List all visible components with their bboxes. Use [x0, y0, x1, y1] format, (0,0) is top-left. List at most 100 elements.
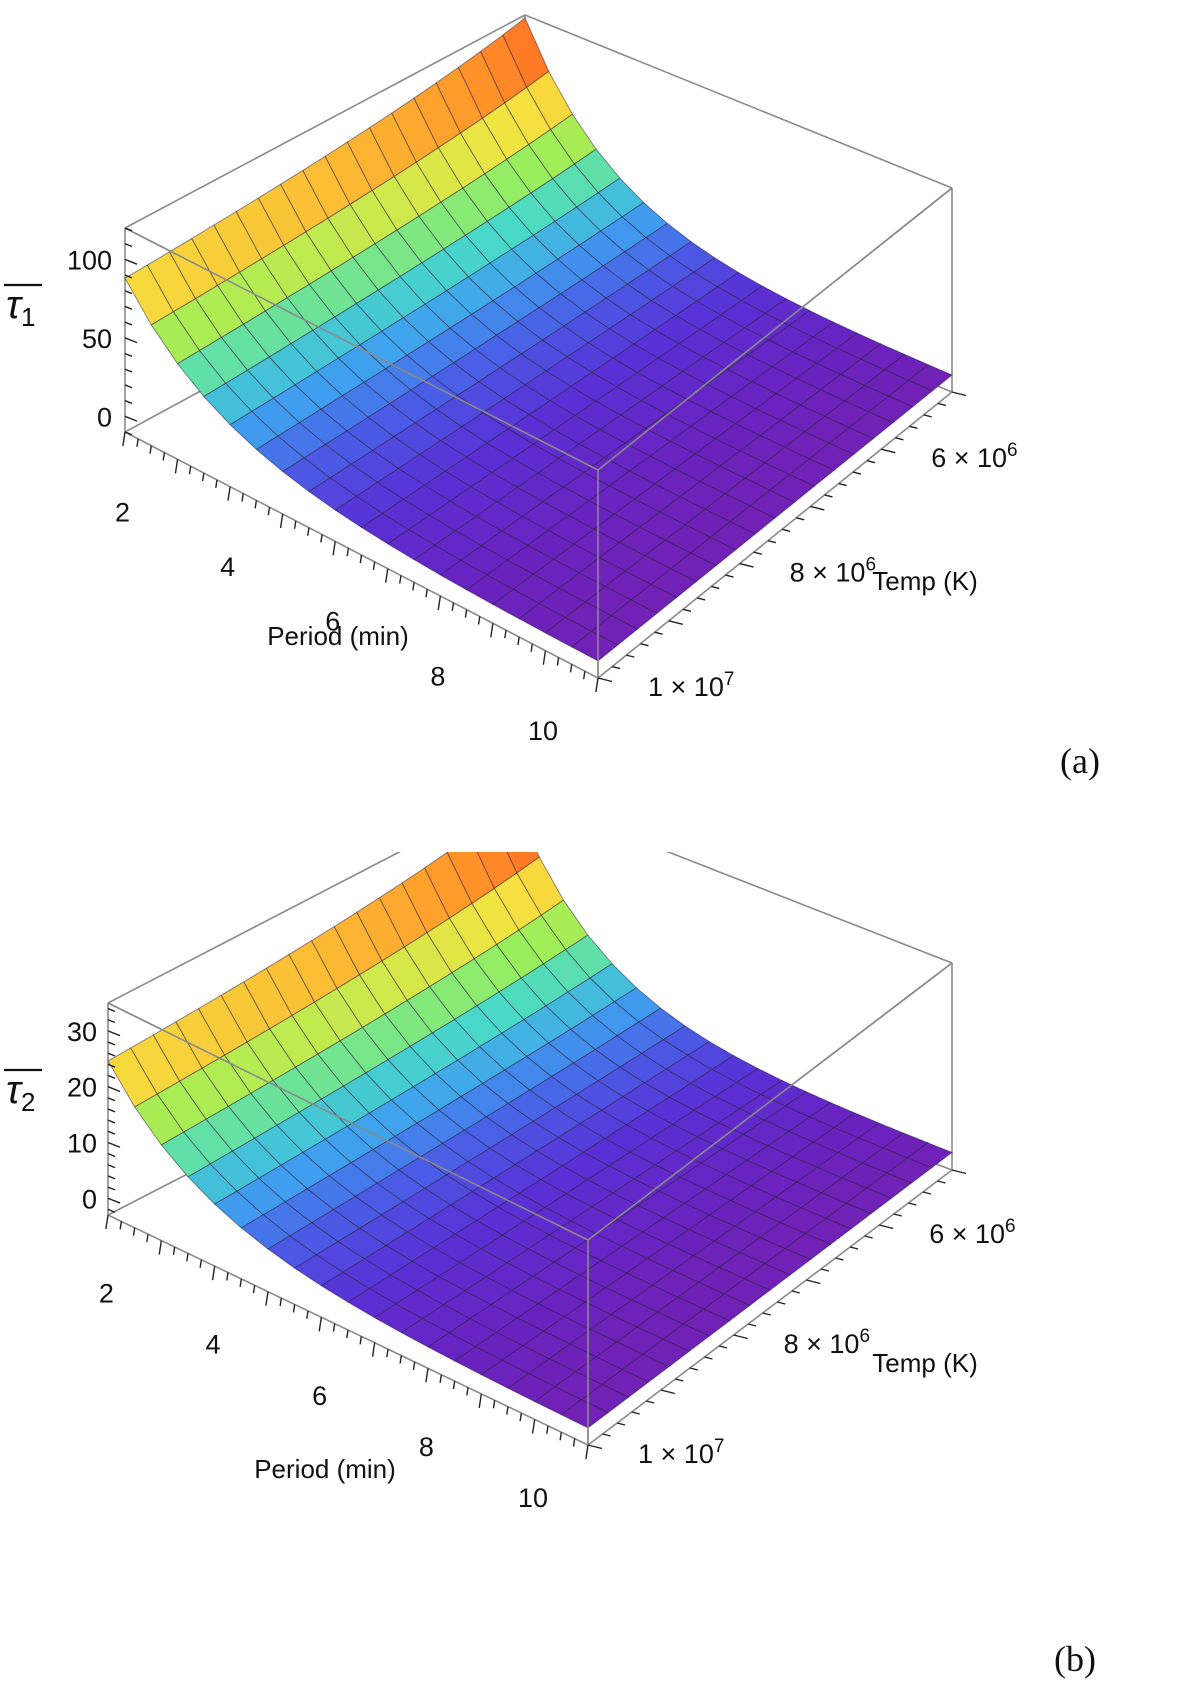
x-tick [517, 636, 520, 646]
x-tick [332, 541, 336, 556]
z-tick-label: 30 [67, 1017, 97, 1047]
x-tick [412, 1361, 416, 1371]
x-tick [585, 1444, 589, 1460]
x-tick [359, 1336, 363, 1345]
y-tick [806, 1279, 821, 1285]
y-tick [704, 1356, 713, 1360]
z-tick-label: 10 [67, 1128, 97, 1158]
box-front-edges [124, 187, 953, 678]
x-tick [530, 643, 533, 652]
chart-panel-a: 2 4 6 8 10 Period (min) 6 × 106 8 × 106 1 × 107 T… [4, 14, 1100, 781]
x-tick [492, 1400, 496, 1409]
x-tick [371, 1342, 376, 1357]
x-tick [595, 677, 599, 693]
z-tick [107, 1041, 116, 1046]
box-edge [107, 852, 402, 1004]
y-axis: 6 × 106 8 × 106 1 × 107 [587, 1169, 1016, 1469]
x-tick [399, 575, 402, 584]
z-tick [107, 1130, 116, 1135]
y-tick [881, 448, 896, 454]
x-tick [346, 1329, 349, 1339]
x-tick [384, 568, 389, 583]
x-tick [464, 609, 468, 618]
z-axis-title: τ2 [4, 1068, 42, 1117]
z-tick [124, 431, 133, 436]
x-axis: 2 4 6 8 10 [115, 431, 599, 746]
x-tick [119, 1221, 123, 1230]
z-tick [107, 1164, 116, 1169]
z-tick [124, 290, 133, 295]
y-tick [951, 391, 967, 397]
y-tick-label: 6 × 106 [929, 1216, 1015, 1249]
x-tick-label: 8 [430, 661, 445, 691]
z-tick [107, 1208, 116, 1213]
surface-plot-a: 2 4 6 8 10 Period (min) 6 × 106 8 × 106 1 × 107 T… [4, 14, 1100, 781]
chart-panel-b: 2 4 6 8 10 Period (min) 6 × 106 8 × 106 1 × 107 T… [0, 852, 1200, 1704]
x-tick [279, 1297, 283, 1307]
y-tick [725, 574, 734, 578]
x-tick [172, 1246, 176, 1256]
z-tick [124, 399, 133, 405]
z-tick [107, 1052, 116, 1057]
x-tick-label: 6 [325, 607, 340, 637]
x-tick [425, 1368, 429, 1383]
y-tick [864, 1235, 873, 1239]
x-tick [359, 554, 363, 564]
x-tick-label: 10 [528, 716, 558, 746]
y-tick [747, 1323, 757, 1327]
z-tick-label: 0 [97, 402, 112, 432]
y-tick [646, 1400, 655, 1404]
x-tick [254, 500, 258, 509]
y-tick [668, 620, 683, 625]
surface-patch [570, 630, 619, 662]
y-tick [631, 1411, 640, 1415]
z-tick [124, 243, 133, 248]
x-tick [105, 1214, 109, 1230]
z-tick-label: 0 [82, 1184, 97, 1214]
z-tick [107, 1197, 121, 1204]
y-tick [616, 1422, 626, 1426]
y-tick [781, 528, 791, 532]
y-tick [626, 654, 635, 658]
x-tick [162, 452, 166, 461]
z-tick-label: 20 [67, 1073, 97, 1103]
z-tick [107, 1030, 121, 1037]
x-tick [412, 582, 415, 591]
y-tick-label: 1 × 107 [648, 669, 734, 702]
surface [124, 17, 953, 662]
y-tick [895, 437, 904, 441]
y-tick [838, 482, 847, 487]
x-tick [292, 1304, 296, 1313]
y-tick [711, 585, 720, 590]
box-edge [666, 852, 953, 964]
y-tick [909, 425, 918, 429]
y-tick [951, 1169, 967, 1175]
z-tick [107, 1063, 116, 1068]
x-tick [158, 1240, 163, 1255]
x-tick [399, 1355, 403, 1364]
y-tick [767, 540, 777, 544]
x-tick [241, 493, 244, 502]
z-axis: 0 10 20 30 [67, 1007, 121, 1214]
x-tick [227, 486, 231, 501]
z-tick [107, 1019, 116, 1024]
y-tick-label: 6 × 106 [931, 440, 1017, 473]
x-tick [542, 650, 547, 665]
svg-text:τ2: τ2 [6, 1068, 35, 1117]
y-axis-title: Temp (K) [872, 1348, 977, 1378]
x-tick [211, 1266, 216, 1281]
y-tick [689, 1367, 699, 1371]
y-tick [739, 562, 754, 568]
y-tick [791, 1290, 801, 1294]
y-tick [893, 1213, 902, 1217]
panel-label: (b) [1054, 1639, 1096, 1679]
z-tick [124, 384, 133, 389]
x-tick [425, 589, 428, 598]
x-tick-label: 2 [99, 1279, 114, 1309]
x-tick [186, 1253, 189, 1262]
z-tick [107, 1152, 116, 1158]
z-tick-label: 50 [82, 324, 112, 354]
x-tick [490, 623, 494, 638]
x-tick [477, 616, 481, 625]
y-tick [733, 1334, 748, 1340]
